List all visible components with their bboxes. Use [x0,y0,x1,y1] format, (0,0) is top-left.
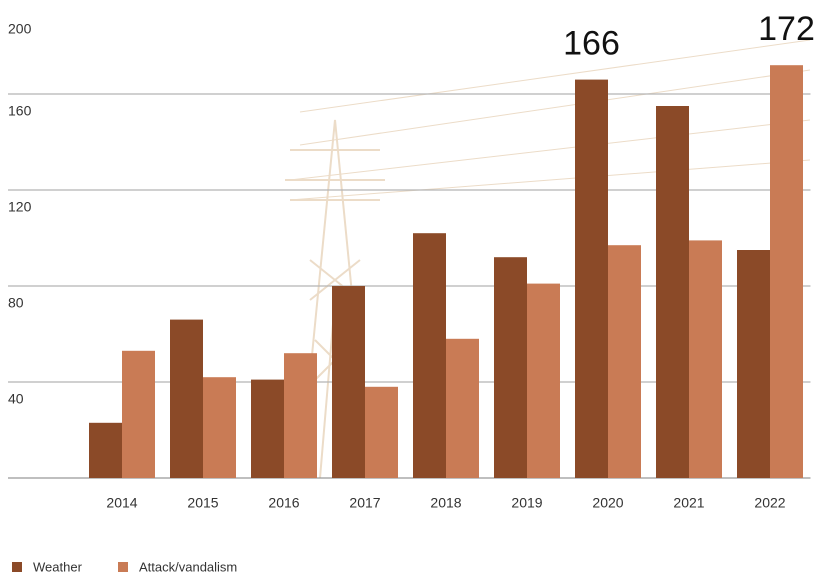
legend-label: Weather [33,559,83,574]
bar [284,353,317,478]
value-label: 172 [758,10,815,48]
y-tick-label: 40 [8,391,24,407]
bar [251,379,284,478]
bar [203,377,236,478]
x-tick-label: 2019 [511,495,542,511]
bar [494,257,527,478]
x-tick-label: 2014 [106,495,137,511]
bar [575,79,608,478]
bar [89,422,122,478]
bar [170,319,203,478]
y-tick-label: 80 [8,295,24,311]
x-tick-label: 2015 [187,495,218,511]
bar [365,386,398,478]
legend-swatch [12,562,22,572]
value-label: 166 [563,25,620,63]
bar [689,240,722,478]
x-tick-label: 2020 [592,495,623,511]
bar [446,338,479,478]
legend-label: Attack/vandalism [139,559,237,574]
bar [656,106,689,478]
legend-swatch [118,562,128,572]
x-tick-label: 2022 [754,495,785,511]
y-tick-label: 160 [8,103,32,119]
x-tick-label: 2021 [673,495,704,511]
y-tick-label: 200 [8,21,32,37]
bar [122,350,155,478]
bar [737,250,770,478]
bar [413,233,446,478]
bar [527,283,560,478]
x-tick-label: 2016 [268,495,299,511]
bar [770,65,803,478]
x-tick-label: 2017 [349,495,380,511]
y-tick-label: 120 [8,199,32,215]
bar [332,286,365,478]
x-tick-label: 2018 [430,495,461,511]
bar [608,245,641,478]
